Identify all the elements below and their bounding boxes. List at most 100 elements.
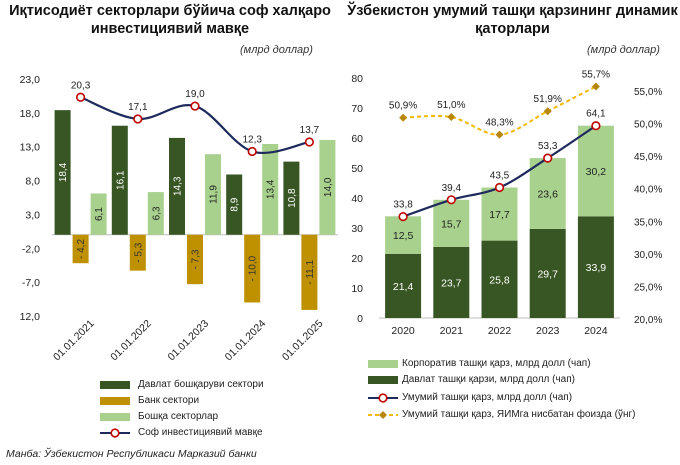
chart2-total-label: 64,1 [586,109,606,120]
chart2-pct-marker [495,130,504,139]
chart2-title: Ўзбекистон умумий ташқи қарзининг динами… [347,3,678,37]
chart2-category-label: 2022 [488,325,512,337]
chart2-category-label: 2024 [584,325,608,337]
chart1-ytick-label: 3,0 [25,209,40,221]
legend1-bank: Банк сектори [138,395,200,406]
chart2-bar-corp-label: 23,6 [537,189,558,201]
chart1-category-label: 01.01.2021 [51,318,97,364]
legend2-total: Умумий ташқи қарз, млрд долл (чап) [402,392,573,403]
chart1-bar-other [319,139,336,235]
chart2-ytick-label: 30 [351,223,363,235]
chart2-pct-marker [447,113,456,122]
chart2-bar-gov-label: 23,7 [441,277,462,289]
chart2-bar-corp-label: 17,7 [489,209,510,221]
chart1-unit: (млрд доллар) [240,44,313,56]
chart2-total-marker [446,195,456,205]
chart2-bar-gov [433,246,470,318]
chart2-y2tick-label: 40,0% [634,185,662,196]
chart1-bar-other-label: 6,1 [94,207,105,221]
chart2-y2tick-label: 25,0% [634,282,662,293]
chart2-y2tick-label: 35,0% [634,217,662,228]
chart2-legend-diamond [379,411,387,419]
legend1-other: Бошқа секторлар [138,411,219,422]
legend1-net: Соф инвестициявий мавқе [138,427,263,438]
chart1-net-label: 20,3 [71,80,91,91]
chart2-unit: (млрд доллар) [587,44,660,56]
chart1-bar-bank-label: - 11,1 [305,259,316,284]
chart2-ytick-label: 40 [351,193,363,205]
chart1-bar-other [147,192,164,235]
chart2-ytick-label: 60 [351,133,363,145]
chart2-total-marker [543,153,553,163]
chart1-category-label: 01.01.2024 [223,318,269,364]
legend2-gov: Давлат ташқи қарзи, млрд долл (чап) [402,374,575,385]
chart1-ytick-label: 8,0 [25,176,40,188]
chart1-ytick-label: 13,0 [20,142,41,154]
chart1-bar-gov [169,137,185,235]
chart2-bar-corp-label: 12,5 [393,230,414,242]
chart2-bar-corp [577,125,614,217]
chart1-net-label: 19,0 [185,89,205,100]
chart2-y2tick-label: 55,0% [634,87,662,98]
chart2-y2tick-label: 30,0% [634,250,662,261]
chart2-total-label: 53,3 [538,141,558,152]
chart2-bar-gov-label: 21,4 [393,281,414,293]
chart1-bar-gov-label: 18,4 [58,162,69,182]
chart2-ytick-label: 0 [357,313,363,325]
chart2-total-label: 33,8 [393,200,413,211]
chart1-bar-gov [283,161,300,235]
chart2-y2tick-label: 20,0% [634,315,662,326]
legend1-gov: Давлат бошқаруви сектори [138,379,264,390]
chart1-ytick-label: 23,0 [20,74,41,86]
legend2-gdp: Умумий ташқи қарз, ЯИМга нисбатан фоизда… [402,409,636,420]
chart2-category-label: 2020 [391,325,415,337]
chart1-bar-other-label: 6,3 [151,206,162,220]
chart2-bar-corp [385,216,422,254]
chart2-bar-gov-label: 33,9 [586,262,607,274]
chart1-category-label: 01.01.2022 [108,318,154,364]
chart2-pct-label: 51,9% [534,94,562,105]
chart1-legend-swatch [100,381,130,389]
chart1-net-marker [190,101,200,111]
chart2-bar-gov [577,216,614,318]
chart1-bar-bank [244,234,261,303]
chart2-category-label: 2023 [536,325,560,337]
chart2-bar-gov-label: 25,8 [489,274,510,286]
chart1-ytick-label: 12,0 [20,311,41,323]
chart2-pct-marker [543,107,552,116]
source-note: Манба: Ўзбекистон Республикаси Марказий … [6,448,257,460]
chart2-bar-gov [529,228,566,318]
chart2-ytick-label: 20 [351,253,363,265]
chart2-pct-marker [591,82,600,91]
chart2-ytick-label: 50 [351,163,363,175]
chart1-bar-bank [129,234,146,271]
chart1-category-label: 01.01.2025 [280,318,326,364]
chart1-bar-other-label: 13,4 [266,179,277,199]
chart1-bar-gov-label: 8,9 [230,197,241,211]
chart2-ytick-label: 80 [351,73,363,85]
chart1-title: Иқтисодиёт секторлари бўйича соф халқаро… [9,3,331,37]
chart2-bar-gov-label: 29,7 [537,268,558,280]
chart2-bar-corp-label: 15,7 [441,218,462,230]
chart1-bar-gov [54,110,71,235]
chart2-y2tick-label: 45,0% [634,152,662,163]
chart1-legend-swatch [100,397,130,405]
chart1-bar-other [90,193,107,235]
chart1-net-label: 12,3 [242,134,262,145]
chart2-total-label: 39,4 [442,183,462,194]
chart2-pct-marker [399,113,408,122]
chart2-bar-corp [481,187,518,241]
chart2-total-marker [591,121,601,131]
chart1-bar-bank-label: - 10,0 [248,255,259,281]
chart2-bar-gov [481,240,518,318]
chart2-total-label: 43,5 [490,171,510,182]
chart1-bar-bank-label: - 4,2 [76,239,87,259]
chart1-net-marker [304,137,315,147]
chart1-bar-other [205,154,221,235]
chart1-bar-bank [187,234,203,285]
chart1-bar-gov [226,174,243,235]
chart2-bar-corp [433,199,470,247]
chart1-net-label: 17,1 [128,102,148,113]
chart2-total-marker [398,212,408,222]
chart2-pct-label: 55,7% [582,69,610,80]
